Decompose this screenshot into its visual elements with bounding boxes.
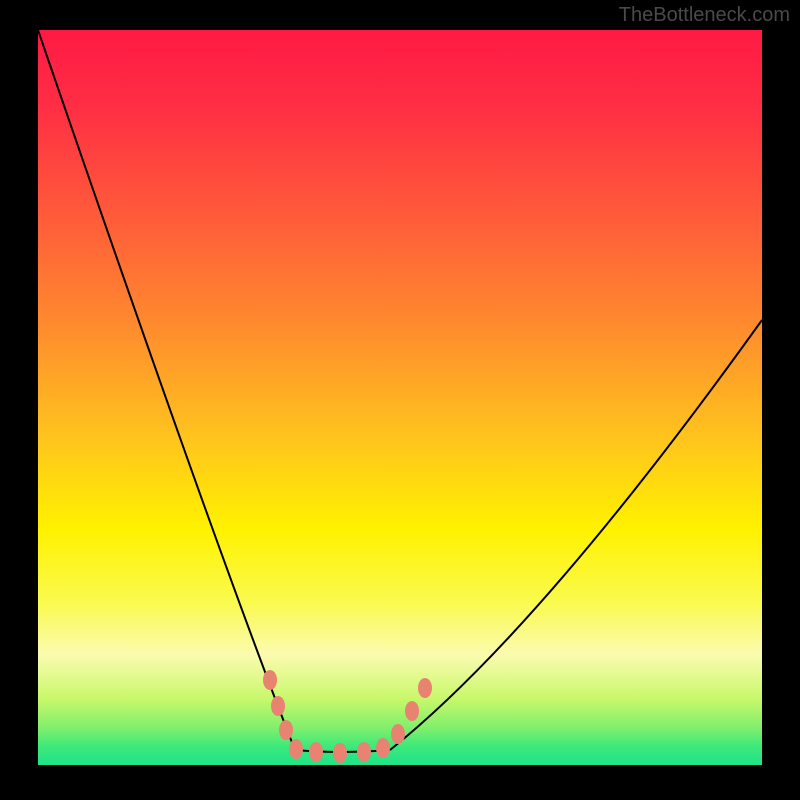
marker-point <box>357 742 371 762</box>
marker-point <box>376 738 390 758</box>
marker-point <box>309 742 323 762</box>
marker-point <box>418 678 432 698</box>
plot-background <box>38 30 762 765</box>
marker-point <box>271 696 285 716</box>
watermark-label: TheBottleneck.com <box>619 4 790 27</box>
marker-point <box>333 743 347 763</box>
marker-point <box>263 670 277 690</box>
marker-point <box>279 720 293 740</box>
chart-container: TheBottleneck.com <box>0 0 800 800</box>
marker-point <box>391 724 405 744</box>
marker-point <box>405 701 419 721</box>
bottleneck-chart <box>0 0 800 800</box>
marker-point <box>289 739 303 759</box>
